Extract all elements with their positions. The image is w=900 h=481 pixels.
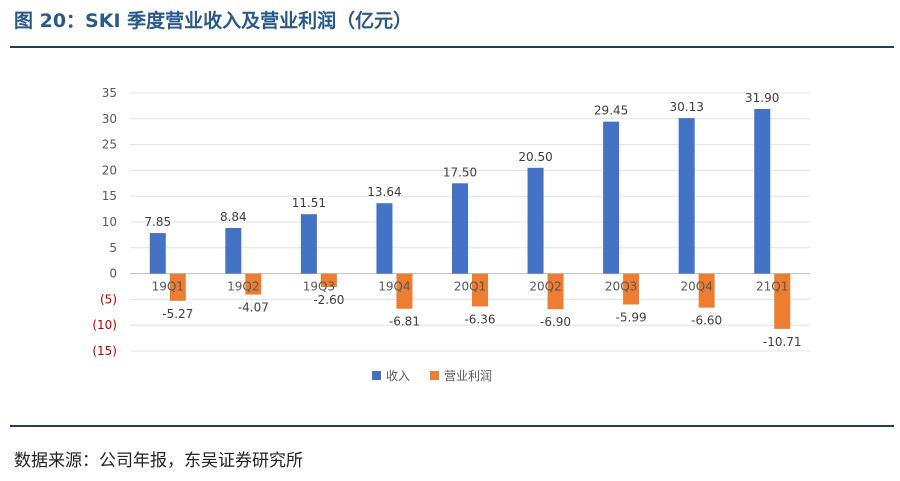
source-note: 数据来源：公司年报，东吴证券研究所	[14, 451, 303, 471]
legend-label-revenue: 收入	[386, 369, 410, 383]
category-label: 20Q2	[529, 280, 561, 294]
category-label: 19Q1	[152, 280, 184, 294]
top-rule	[10, 46, 894, 48]
revenue-data-label: 11.51	[292, 196, 326, 210]
operating-profit-bar	[472, 273, 488, 307]
operating-profit-bar	[396, 273, 413, 309]
legend-label-operating-profit: 营业利润	[444, 369, 492, 383]
operating-profit-bar	[320, 273, 337, 288]
category-label: 20Q3	[605, 280, 637, 294]
revenue-bar	[225, 227, 242, 274]
revenue-data-label: 7.85	[144, 215, 171, 229]
revenue-data-label: 30.13	[669, 100, 703, 114]
bars	[149, 108, 791, 329]
operating-profit-bar	[698, 273, 715, 308]
data-labels: 7.85 -5.27 8.84 -4.07 11.51 -2.60 13.64 -6.81 17…	[144, 91, 801, 349]
bottom-rule	[10, 425, 894, 427]
y-tick-label: (5)	[100, 292, 117, 306]
operating-profit-data-label: -2.60	[313, 293, 344, 307]
y-tick-label: 20	[102, 163, 117, 177]
y-tick-label: 0	[109, 267, 117, 281]
category-label: 19Q4	[378, 280, 410, 294]
revenue-data-label: 29.45	[594, 104, 628, 118]
y-tick-label: 25	[102, 138, 117, 152]
operating-profit-data-label: -6.81	[389, 315, 420, 329]
operating-profit-data-label: -6.36	[464, 312, 495, 326]
legend-swatch-revenue	[372, 371, 381, 380]
operating-profit-data-label: -4.07	[238, 301, 269, 315]
revenue-bar	[300, 214, 317, 274]
gridlines	[130, 92, 810, 352]
revenue-bar	[754, 108, 771, 274]
revenue-bar	[678, 118, 695, 274]
operating-profit-data-label: -5.99	[616, 311, 647, 325]
y-tick-label: 35	[102, 86, 117, 100]
revenue-bar	[603, 121, 620, 274]
y-tick-label: 15	[102, 189, 117, 203]
revenue-data-label: 31.90	[745, 91, 779, 105]
category-label: 20Q1	[454, 280, 486, 294]
revenue-bar	[376, 203, 393, 274]
category-labels: 19Q1 19Q2 19Q3 19Q4 20Q1 20Q2 20Q3 20Q4 21Q1	[152, 280, 789, 294]
revenue-bar	[452, 183, 468, 274]
revenue-data-label: 20.50	[518, 150, 552, 164]
operating-profit-bar	[245, 273, 262, 295]
revenue-data-label: 13.64	[367, 185, 401, 199]
category-label: 20Q4	[680, 280, 712, 294]
operating-profit-bar	[774, 273, 791, 329]
category-label: 19Q3	[303, 280, 335, 294]
y-tick-label: 5	[109, 241, 117, 255]
revenue-data-label: 17.50	[443, 165, 477, 179]
operating-profit-bar	[623, 273, 640, 305]
operating-profit-data-label: -5.27	[162, 307, 193, 321]
revenue-bar	[149, 233, 166, 274]
operating-profit-bar	[169, 273, 186, 301]
revenue-data-label: 8.84	[220, 210, 247, 224]
y-tick-label: (10)	[92, 318, 117, 332]
category-label: 21Q1	[756, 280, 788, 294]
operating-profit-data-label: -6.90	[540, 315, 571, 329]
figure-title: 图 20：SKI 季度营业收入及营业利润（亿元）	[14, 10, 413, 32]
y-tick-label: 10	[102, 215, 117, 229]
y-tick-label: (15)	[92, 344, 117, 358]
legend: 收入 营业利润	[372, 369, 492, 383]
operating-profit-bar	[547, 273, 564, 310]
y-axis-ticks: 35 30 25 20 15 10 5 0 (5) (10) (15)	[92, 86, 117, 358]
operating-profit-data-label: -10.71	[763, 335, 802, 349]
revenue-bar	[527, 167, 544, 274]
category-label: 19Q2	[227, 280, 259, 294]
y-tick-label: 30	[102, 112, 117, 126]
operating-profit-data-label: -6.60	[691, 314, 722, 328]
legend-swatch-operating-profit	[430, 371, 439, 380]
